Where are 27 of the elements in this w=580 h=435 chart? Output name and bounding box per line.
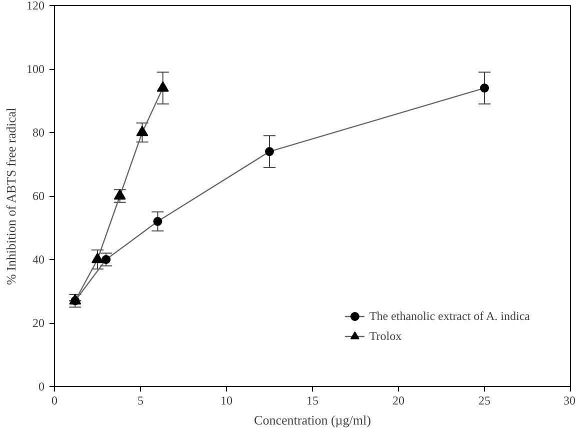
point xyxy=(92,252,104,264)
point xyxy=(156,81,169,92)
x-axis-title: Concentration (µg/ml) xyxy=(254,412,371,428)
x-tick-label: 25 xyxy=(478,394,490,408)
point xyxy=(114,189,126,200)
point xyxy=(480,84,489,93)
y-axis-title: % Inhibition of ABTS free radical xyxy=(4,107,18,285)
y-tick-label: 80 xyxy=(32,126,44,140)
x-tick-label: 15 xyxy=(306,394,318,408)
y-tick-label: 100 xyxy=(26,62,44,76)
legend-label: The ethanolic extract of A. indica xyxy=(369,308,530,324)
y-tick-label: 40 xyxy=(32,252,44,266)
y-tick-label: 120 xyxy=(26,0,44,12)
y-tick-label: 20 xyxy=(32,316,44,330)
y-tick-label: 60 xyxy=(32,189,44,203)
point xyxy=(69,294,82,304)
point xyxy=(102,255,111,264)
point xyxy=(136,126,148,136)
x-tick-label: 0 xyxy=(52,394,58,408)
x-tick-label: 10 xyxy=(220,394,232,408)
x-tick-label: 30 xyxy=(564,394,576,408)
point xyxy=(265,147,274,156)
point xyxy=(153,216,162,226)
y-tick-label: 0 xyxy=(38,380,44,394)
x-tick-label: 20 xyxy=(392,394,404,408)
x-tick-label: 5 xyxy=(138,394,144,408)
legend-label: Trolox xyxy=(369,328,402,344)
